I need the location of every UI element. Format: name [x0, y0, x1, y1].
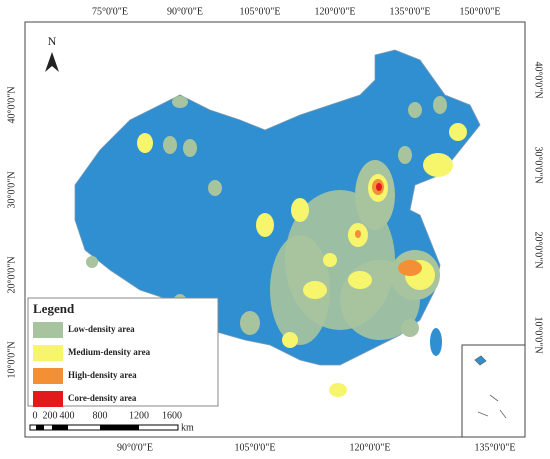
latitude-label: 20°0'0"N [533, 231, 544, 268]
longitude-label: 120°0'0"E [315, 6, 356, 17]
legend-label: Medium-density area [68, 347, 151, 357]
latitude-label: 40°0'0"N [6, 86, 17, 123]
north-arrow [45, 52, 59, 72]
longitude-label: 120°0'0"E [350, 442, 391, 453]
scale-label: 0 [33, 410, 38, 421]
longitude-label: 135°0'0"E [390, 6, 431, 17]
latitude-label: 10°0'0"N [6, 341, 17, 378]
scale-label: 800 [93, 410, 108, 421]
longitude-label: 135°0'0"E [475, 442, 516, 453]
inset-islands [474, 355, 507, 419]
longitude-label: 105°0'0"E [240, 6, 281, 17]
scale-label: 200 [43, 410, 58, 421]
legend-label: High-density area [68, 370, 137, 380]
latitude-label: 40°0'0"N [533, 61, 544, 98]
legend-swatch [33, 345, 63, 361]
latitude-label: 20°0'0"N [6, 256, 17, 293]
legend-label: Low-density area [68, 324, 135, 334]
legend-swatch [33, 322, 63, 338]
north-label: N [48, 34, 57, 48]
legend-swatch [33, 368, 63, 384]
legend-title: Legend [33, 301, 75, 316]
longitude-label: 150°0'0"E [460, 6, 501, 17]
scale-bar-segment [36, 425, 44, 430]
inset-frame [461, 344, 526, 438]
density-areas [86, 96, 467, 348]
longitude-label: 90°0'0"E [117, 442, 153, 453]
legend-swatch [33, 391, 63, 407]
island [329, 383, 347, 397]
longitude-label: 105°0'0"E [235, 442, 276, 453]
latitude-label: 10°0'0"N [533, 316, 544, 353]
legend-label: Core-density area [68, 393, 137, 403]
scale-label: 1600 [162, 410, 182, 421]
longitude-label: 90°0'0"E [167, 6, 203, 17]
longitude-label: 75°0'0"E [92, 6, 128, 17]
scale-label: 400 [60, 410, 75, 421]
latitude-label: 30°0'0"N [6, 171, 17, 208]
latitude-label: 30°0'0"N [533, 146, 544, 183]
scale-unit: km [181, 422, 194, 433]
scale-bar-segment [52, 425, 68, 430]
island [430, 328, 442, 356]
scale-label: 1200 [129, 410, 149, 421]
scale-bar-segment [100, 425, 139, 430]
